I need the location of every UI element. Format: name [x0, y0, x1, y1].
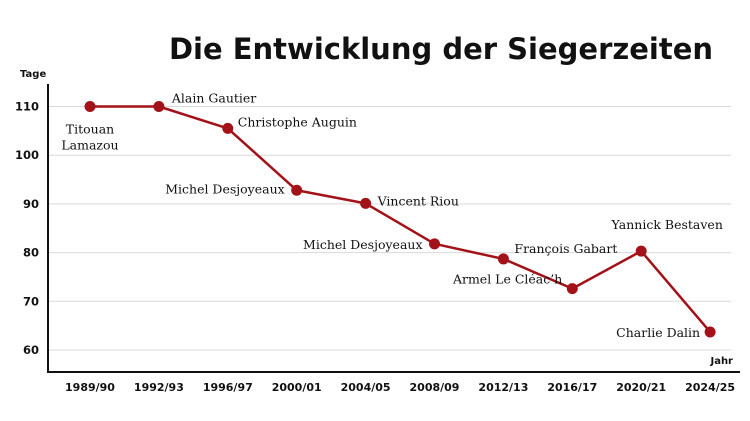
chart-title: Die Entwicklung der Siegerzeiten — [169, 32, 713, 66]
data-point — [429, 238, 440, 250]
point-label: François Gabart — [514, 241, 617, 256]
y-axis-title: Tage — [20, 69, 46, 80]
y-tick-label: 90 — [23, 197, 39, 211]
x-tick-label: 2016/17 — [547, 381, 597, 394]
y-tick-label: 60 — [23, 343, 39, 357]
x-tick-label: 2012/13 — [478, 381, 528, 394]
x-ticks: 1989/90 1992/93 1996/97 2000/01 2004/05 2008/… — [65, 381, 735, 394]
point-label: Charlie Dalin — [616, 325, 700, 340]
x-tick-label: 1996/97 — [203, 381, 253, 394]
y-tick-label: 80 — [23, 246, 39, 260]
data-point — [360, 197, 372, 209]
y-tick-label: 100 — [15, 148, 39, 162]
point-labels: Titouan Lamazou Alain Gautier Christophe Au… — [61, 91, 723, 340]
x-tick-label: 2024/25 — [685, 381, 735, 394]
x-tick-label: 2000/01 — [272, 381, 322, 394]
point-label: Titouan Lamazou — [61, 122, 118, 153]
x-tick-label: 2004/05 — [341, 381, 391, 394]
data-point — [291, 184, 303, 196]
x-axis-title: Jahr — [709, 356, 733, 367]
data-point — [84, 101, 96, 112]
data-point — [635, 245, 647, 257]
point-label: Yannick Bestaven — [611, 217, 723, 232]
data-point — [153, 101, 165, 112]
y-tick-label: 70 — [23, 294, 39, 308]
x-tick-label: 2008/09 — [410, 381, 460, 394]
series-line — [90, 105, 712, 333]
point-label: Vincent Riou — [377, 193, 459, 208]
data-point — [497, 253, 509, 265]
data-point — [222, 122, 234, 134]
data-point — [566, 283, 578, 295]
y-ticks: 60 70 80 90 100 110 — [15, 100, 39, 358]
data-points — [84, 101, 716, 338]
x-tick-label: 1992/93 — [134, 381, 184, 394]
point-label: Alain Gautier — [171, 91, 256, 106]
x-tick-label: 2020/21 — [616, 381, 666, 394]
y-tick-label: 110 — [15, 100, 39, 114]
point-label: Christophe Auguin — [238, 114, 357, 129]
point-label: Armel Le Cléac’h — [452, 272, 562, 287]
x-tick-label: 1989/90 — [65, 381, 115, 394]
data-point — [704, 326, 716, 338]
point-label: Michel Desjoyeaux — [303, 237, 422, 252]
point-label: Michel Desjoyeaux — [165, 181, 284, 196]
